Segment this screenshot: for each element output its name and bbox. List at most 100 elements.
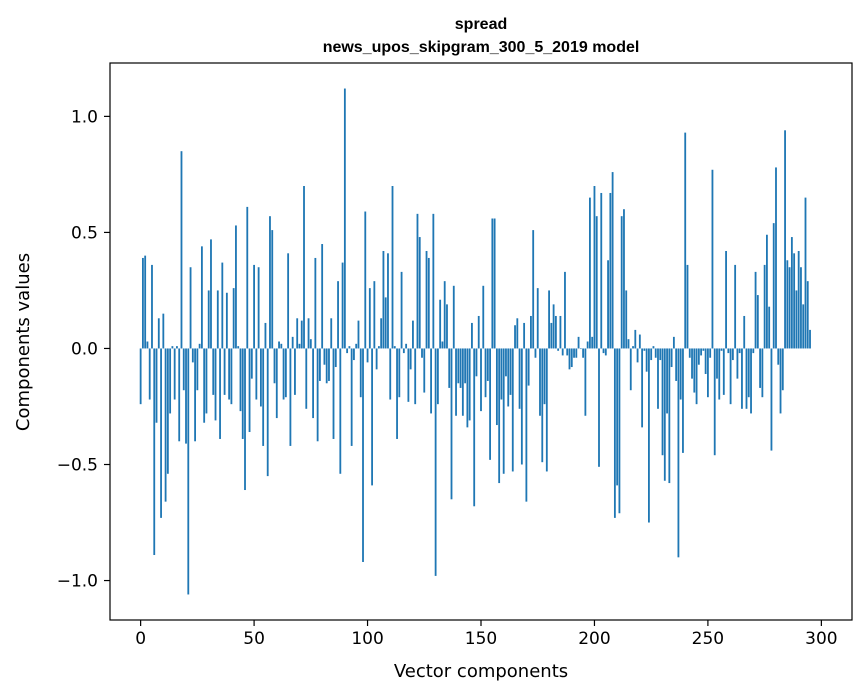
bar xyxy=(781,348,784,391)
bar xyxy=(214,348,217,421)
x-tick-label: 50 xyxy=(243,629,265,649)
bar xyxy=(225,292,228,349)
bar xyxy=(221,262,224,349)
bar xyxy=(736,348,739,379)
bar xyxy=(368,288,371,349)
bar xyxy=(784,130,786,349)
bar xyxy=(461,348,464,416)
bar xyxy=(257,267,260,349)
bar xyxy=(230,348,233,405)
bar xyxy=(793,253,796,349)
bar xyxy=(806,281,809,349)
bar xyxy=(772,223,775,349)
bar xyxy=(341,262,344,349)
bar xyxy=(180,151,183,349)
x-axis-ticks: 0 50 100 150 200 250 300 xyxy=(135,620,838,649)
bar xyxy=(738,348,741,354)
bar xyxy=(682,348,684,453)
bar xyxy=(695,348,698,405)
bar xyxy=(763,264,766,349)
bar xyxy=(346,348,349,354)
y-tick-label: 0.0 xyxy=(71,339,98,359)
bar xyxy=(148,348,151,400)
bar xyxy=(402,348,405,354)
bar xyxy=(287,253,290,349)
bar xyxy=(253,264,255,349)
bar xyxy=(412,320,414,349)
bar xyxy=(196,348,199,391)
bar xyxy=(228,348,231,400)
bar xyxy=(711,169,714,349)
bar xyxy=(505,348,507,377)
bar xyxy=(282,348,285,400)
bar xyxy=(541,348,544,463)
bar xyxy=(275,348,278,419)
bar xyxy=(520,348,523,465)
bar xyxy=(305,348,308,409)
bar xyxy=(330,318,333,349)
bar xyxy=(325,348,328,384)
bar xyxy=(155,348,158,423)
bar xyxy=(643,348,646,351)
bar xyxy=(198,343,201,349)
bar xyxy=(466,348,469,428)
bar xyxy=(618,348,621,514)
bar xyxy=(720,348,723,351)
bar xyxy=(668,348,671,484)
bar xyxy=(527,348,530,386)
bar xyxy=(307,318,310,349)
bar xyxy=(235,225,237,349)
bar xyxy=(418,237,421,349)
x-tick-label: 0 xyxy=(135,629,146,649)
bar xyxy=(439,299,442,349)
bar xyxy=(645,348,648,372)
bar xyxy=(495,348,498,426)
x-tick-label: 200 xyxy=(578,629,610,649)
bar xyxy=(620,216,623,349)
bar xyxy=(436,348,439,405)
bar xyxy=(296,318,299,349)
bar xyxy=(273,348,276,384)
bar xyxy=(686,264,689,349)
x-tick-label: 300 xyxy=(805,629,837,649)
bar xyxy=(434,348,437,576)
bar xyxy=(657,348,659,409)
bar xyxy=(139,348,142,405)
bar xyxy=(255,348,258,400)
y-tick-label: 0.5 xyxy=(71,223,98,243)
bar xyxy=(741,348,743,409)
bar xyxy=(173,348,176,400)
bar xyxy=(575,348,578,358)
bar xyxy=(298,343,301,349)
bar xyxy=(604,348,607,356)
bar xyxy=(509,348,512,395)
bar xyxy=(750,348,752,414)
bar xyxy=(171,346,174,349)
bar xyxy=(498,348,501,484)
bar xyxy=(262,348,265,446)
bar xyxy=(157,318,160,349)
bar xyxy=(702,348,705,351)
bar xyxy=(709,348,712,358)
bar xyxy=(452,285,455,349)
bar xyxy=(530,315,532,349)
bar xyxy=(625,290,628,349)
bar xyxy=(178,348,181,442)
bar xyxy=(446,304,448,349)
bar xyxy=(284,348,287,398)
bar xyxy=(734,264,737,349)
bar xyxy=(294,348,296,395)
bar xyxy=(502,348,505,474)
bar xyxy=(731,348,734,361)
bar xyxy=(770,348,773,451)
bar xyxy=(269,216,271,349)
bar xyxy=(241,348,244,439)
bar xyxy=(475,348,478,377)
chart-title: spread xyxy=(455,16,507,33)
bar xyxy=(405,343,408,349)
bar xyxy=(278,341,280,349)
bar xyxy=(409,348,412,370)
bar xyxy=(623,209,625,349)
bar xyxy=(441,341,444,349)
bar xyxy=(223,348,226,395)
